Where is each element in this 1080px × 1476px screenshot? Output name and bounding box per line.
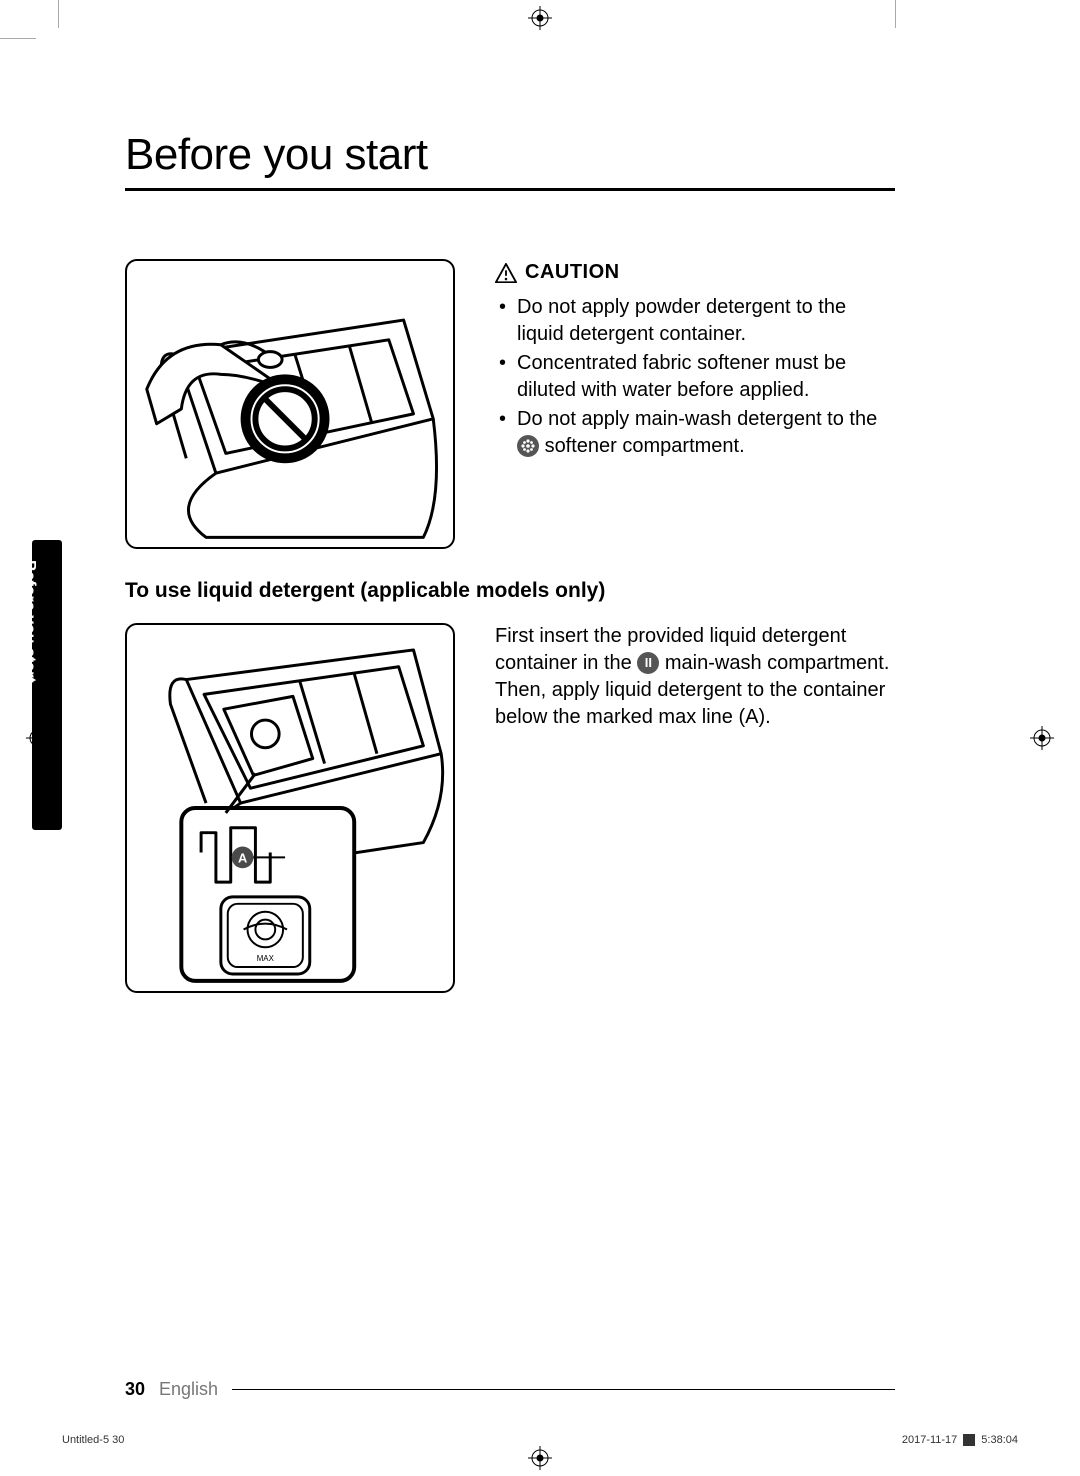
figure-liquid-container: A MAX <box>125 623 455 993</box>
caution-heading: CAUTION <box>495 259 895 286</box>
registration-mark-icon <box>528 6 552 30</box>
print-meta-time: 5:38:04 <box>981 1434 1018 1446</box>
page-content: Before you start <box>125 130 895 1023</box>
softener-icon <box>517 435 539 457</box>
warning-icon <box>495 263 517 283</box>
print-meta-right: 2017-11-17 5:38:04 <box>902 1434 1018 1446</box>
caution-label: CAUTION <box>525 259 620 286</box>
caution-text: CAUTION Do not apply powder detergent to… <box>495 259 895 549</box>
svg-text:MAX: MAX <box>257 954 275 963</box>
clock-icon <box>963 1434 975 1446</box>
page-number: 30 <box>125 1379 145 1400</box>
crop-mark <box>0 38 36 39</box>
caution-item: Do not apply main-wash detergent to the … <box>495 406 895 460</box>
page-title: Before you start <box>125 130 895 191</box>
crop-mark <box>895 0 896 28</box>
compartment-two-icon: II <box>637 652 659 674</box>
page-language: English <box>159 1379 218 1400</box>
registration-mark-icon <box>528 1446 552 1470</box>
caution-list: Do not apply powder detergent to the liq… <box>495 294 895 460</box>
page-footer: 30 English <box>125 1379 895 1400</box>
print-meta-date: 2017-11-17 <box>902 1434 957 1446</box>
caution-item-text: Do not apply main-wash detergent to the <box>517 408 877 430</box>
caution-item: Concentrated fabric softener must be dil… <box>495 350 895 404</box>
liquid-text: First insert the provided liquid deterge… <box>495 623 895 993</box>
registration-mark-icon <box>1030 726 1054 750</box>
figure-drawer-prohibition <box>125 259 455 549</box>
caution-item-text: softener compartment. <box>545 435 745 457</box>
crop-mark <box>58 0 59 28</box>
liquid-text-part: main-wash compartment <box>665 652 884 674</box>
footer-rule <box>232 1389 895 1390</box>
caution-item: Do not apply powder detergent to the liq… <box>495 294 895 348</box>
caution-row: CAUTION Do not apply powder detergent to… <box>125 259 895 549</box>
print-meta-left: Untitled-5 30 <box>62 1434 124 1446</box>
subheading: To use liquid detergent (applicable mode… <box>125 579 895 603</box>
liquid-paragraph: First insert the provided liquid deterge… <box>495 623 895 731</box>
svg-text:A: A <box>238 850 247 865</box>
side-tab-label: Before you start <box>20 560 38 683</box>
liquid-row: A MAX First insert the provided liquid d… <box>125 623 895 993</box>
liquid-text-part: max line (A) <box>658 706 765 728</box>
liquid-text-part: . <box>765 706 771 728</box>
